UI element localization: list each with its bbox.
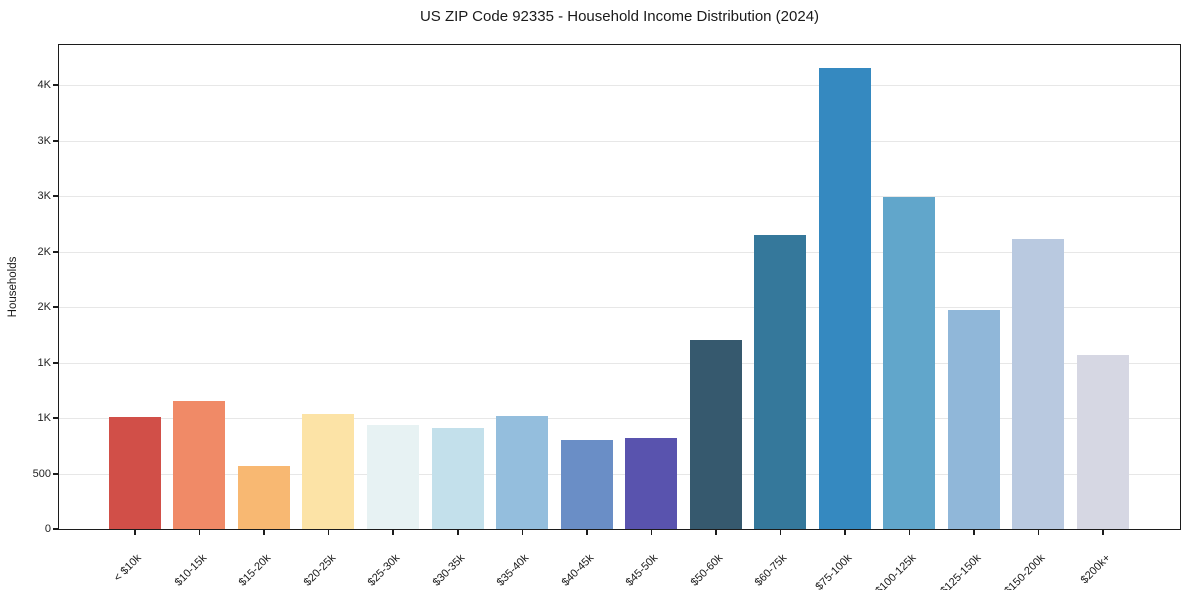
y-tick-label: 0 bbox=[44, 523, 51, 535]
x-tick-label: $75-100k bbox=[813, 552, 855, 590]
x-tick-mark bbox=[844, 530, 846, 535]
x-tick-mark bbox=[327, 530, 330, 535]
bar-30-35k bbox=[432, 428, 484, 529]
x-tick-mark bbox=[1037, 530, 1040, 535]
bar-40-45k bbox=[561, 440, 613, 529]
bar-10-15k bbox=[173, 401, 225, 529]
x-tick-label: $40-45k bbox=[559, 552, 597, 589]
bar-15-20k bbox=[238, 466, 290, 529]
y-tick-label: 2K bbox=[37, 301, 51, 313]
x-tick-label: $25-30k bbox=[365, 552, 403, 589]
x-tick-mark bbox=[715, 530, 717, 535]
bar-35-40k bbox=[496, 416, 548, 529]
bar-125-150k bbox=[948, 310, 1000, 529]
gridline bbox=[59, 474, 1180, 475]
y-tick-mark bbox=[53, 84, 58, 86]
y-tick-label: 3K bbox=[37, 135, 51, 147]
y-tick-label: 3K bbox=[37, 190, 51, 202]
gridline bbox=[59, 252, 1180, 253]
y-tick-mark bbox=[53, 362, 58, 364]
bar-50-60k bbox=[690, 340, 742, 529]
gridline bbox=[59, 363, 1180, 364]
x-tick-mark bbox=[263, 530, 265, 535]
gridline bbox=[59, 141, 1180, 142]
gridline bbox=[59, 196, 1180, 197]
y-tick-mark bbox=[53, 140, 58, 142]
x-tick-label: $200k+ bbox=[1078, 552, 1113, 587]
y-tick-label: 1K bbox=[37, 357, 51, 369]
bar-10k bbox=[109, 417, 161, 529]
x-tick-label: $45-50k bbox=[624, 552, 661, 589]
x-tick-label: < $10k bbox=[112, 552, 145, 585]
bar-100-125k bbox=[883, 197, 935, 529]
y-tick-mark bbox=[53, 195, 58, 197]
y-tick-label: 4K bbox=[37, 79, 51, 91]
x-tick-label: $60-75k bbox=[753, 552, 790, 589]
bar-150-200k bbox=[1012, 239, 1064, 529]
y-tick-label: 1K bbox=[37, 412, 51, 424]
bar-45-50k bbox=[625, 438, 677, 529]
x-tick-mark bbox=[650, 530, 653, 535]
gridline bbox=[59, 85, 1180, 86]
x-tick-mark bbox=[779, 530, 782, 535]
bar-200k bbox=[1077, 355, 1129, 529]
y-tick-label: 2K bbox=[37, 246, 51, 258]
y-tick-mark bbox=[53, 306, 58, 308]
x-tick-mark bbox=[973, 530, 975, 535]
y-tick-mark bbox=[53, 473, 58, 475]
y-tick-label: 500 bbox=[32, 468, 51, 480]
x-tick-label: $150-200k bbox=[1002, 552, 1048, 590]
y-tick-mark bbox=[53, 417, 58, 419]
y-tick-mark bbox=[53, 528, 58, 530]
x-tick-mark bbox=[134, 530, 136, 535]
bar-25-30k bbox=[367, 425, 419, 529]
x-tick-label: $50-60k bbox=[688, 552, 726, 589]
x-tick-mark bbox=[908, 530, 911, 535]
gridline bbox=[59, 307, 1180, 308]
x-tick-mark bbox=[586, 530, 588, 535]
bar-75-100k bbox=[819, 68, 871, 529]
bar-60-75k bbox=[754, 235, 806, 529]
x-tick-label: $15-20k bbox=[236, 552, 274, 589]
x-tick-label: $100-125k bbox=[873, 552, 919, 590]
gridline bbox=[59, 418, 1180, 419]
x-tick-label: $20-25k bbox=[301, 552, 338, 589]
bar-20-25k bbox=[302, 414, 354, 529]
x-tick-label: $125-150k bbox=[938, 552, 984, 590]
y-tick-mark bbox=[53, 251, 58, 253]
x-tick-mark bbox=[457, 530, 459, 535]
x-tick-mark bbox=[198, 530, 201, 535]
x-tick-label: $30-35k bbox=[430, 552, 467, 589]
chart-title: US ZIP Code 92335 - Household Income Dis… bbox=[419, 8, 820, 25]
y-axis-label: Households bbox=[7, 256, 19, 318]
x-tick-mark bbox=[392, 530, 394, 535]
plot-area bbox=[58, 44, 1181, 530]
x-tick-mark bbox=[1102, 530, 1104, 535]
x-tick-label: $10-15k bbox=[172, 552, 209, 589]
x-tick-mark bbox=[521, 530, 524, 535]
x-tick-label: $35-40k bbox=[494, 552, 532, 589]
